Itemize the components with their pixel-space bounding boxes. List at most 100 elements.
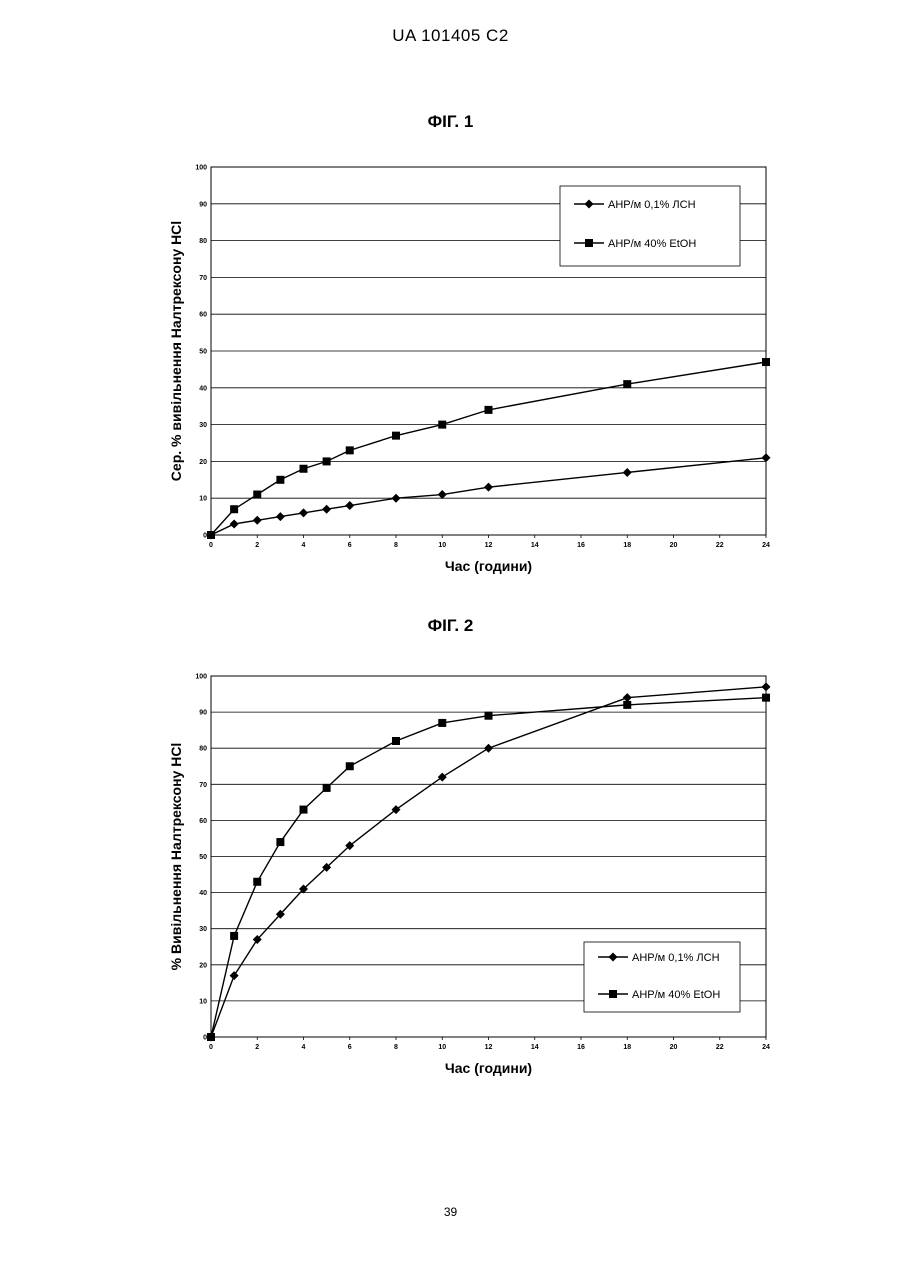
page-number: 39 (0, 1205, 901, 1219)
series-1 (207, 453, 771, 539)
legend-label: AHP/м 0,1% ЛСН (608, 199, 696, 211)
x-tick-label: 4 (302, 542, 306, 549)
data-point (253, 878, 261, 886)
x-tick-label: 0 (209, 1044, 213, 1051)
figure-1-chart: 0102030405060708090100024681012141618202… (0, 150, 901, 590)
data-point (346, 762, 354, 770)
y-tick-label: 70 (199, 275, 207, 282)
data-point (623, 701, 631, 709)
x-tick-label: 14 (531, 1044, 539, 1051)
legend-marker (609, 990, 617, 998)
x-tick-label: 8 (394, 542, 398, 549)
y-tick-label: 0 (203, 1035, 207, 1042)
data-point (207, 1033, 215, 1041)
data-point (253, 491, 261, 499)
data-point (485, 712, 493, 720)
y-axis-label: Сер. % вивільнення Налтрексону HCl (168, 221, 184, 481)
y-tick-label: 60 (199, 818, 207, 825)
data-point (762, 453, 771, 462)
data-point (623, 693, 632, 702)
data-point (230, 932, 238, 940)
data-point (762, 358, 770, 366)
data-point (253, 516, 262, 525)
x-tick-label: 16 (577, 1044, 585, 1051)
y-tick-label: 50 (199, 349, 207, 356)
data-point (392, 737, 400, 745)
x-tick-label: 6 (348, 1044, 352, 1051)
data-point (230, 519, 239, 528)
data-point (623, 380, 631, 388)
series-line (211, 458, 766, 535)
data-point (276, 512, 285, 521)
y-tick-label: 0 (203, 533, 207, 540)
data-point (392, 432, 400, 440)
data-point (207, 531, 215, 539)
data-point (299, 508, 308, 517)
figure-2-title: ФІГ. 2 (0, 616, 901, 636)
data-point (762, 694, 770, 702)
data-point (392, 494, 401, 503)
x-tick-label: 6 (348, 542, 352, 549)
y-tick-label: 100 (195, 674, 207, 681)
data-point (322, 505, 331, 514)
data-point (346, 446, 354, 454)
data-point (230, 505, 238, 513)
data-point (623, 468, 632, 477)
y-tick-label: 40 (199, 890, 207, 897)
y-tick-label: 10 (199, 998, 207, 1005)
y-tick-label: 30 (199, 926, 207, 933)
x-tick-label: 18 (623, 1044, 631, 1051)
x-tick-label: 2 (255, 542, 259, 549)
x-tick-label: 18 (623, 542, 631, 549)
legend-label: AHP/м 0,1% ЛСН (632, 952, 720, 964)
data-point (438, 421, 446, 429)
x-tick-label: 10 (438, 1044, 446, 1051)
y-tick-label: 20 (199, 459, 207, 466)
x-tick-label: 12 (485, 1044, 493, 1051)
y-axis-label: % Вивільнення Налтрексону HCl (168, 743, 184, 971)
legend-label: AHP/м 40% EtOH (632, 989, 720, 1001)
document-header: UA 101405 C2 (0, 26, 901, 46)
x-tick-label: 16 (577, 542, 585, 549)
x-tick-label: 10 (438, 542, 446, 549)
x-tick-label: 2 (255, 1044, 259, 1051)
legend-marker (585, 239, 593, 247)
data-point (438, 490, 447, 499)
legend-label: AHP/м 40% EtOH (608, 238, 696, 250)
y-tick-label: 100 (195, 165, 207, 172)
figure-1-title: ФІГ. 1 (0, 112, 901, 132)
data-point (484, 483, 493, 492)
x-axis-label: Час (години) (445, 1060, 532, 1076)
legend-box (560, 186, 740, 266)
x-tick-label: 20 (670, 1044, 678, 1051)
data-point (345, 501, 354, 510)
x-tick-label: 8 (394, 1044, 398, 1051)
x-tick-label: 22 (716, 542, 724, 549)
y-tick-label: 10 (199, 496, 207, 503)
series-2 (207, 358, 770, 539)
y-tick-label: 20 (199, 962, 207, 969)
x-tick-label: 12 (485, 542, 493, 549)
y-tick-label: 90 (199, 710, 207, 717)
y-tick-label: 40 (199, 385, 207, 392)
y-tick-label: 60 (199, 312, 207, 319)
data-point (438, 773, 447, 782)
x-tick-label: 24 (762, 542, 770, 549)
x-tick-label: 14 (531, 542, 539, 549)
data-point (300, 806, 308, 814)
data-point (323, 457, 331, 465)
figure-2-chart: 0102030405060708090100024681012141618202… (0, 658, 901, 1098)
y-tick-label: 30 (199, 422, 207, 429)
x-tick-label: 24 (762, 1044, 770, 1051)
x-tick-label: 20 (670, 542, 678, 549)
data-point (762, 682, 771, 691)
data-point (484, 744, 493, 753)
data-point (323, 784, 331, 792)
data-point (438, 719, 446, 727)
x-tick-label: 4 (302, 1044, 306, 1051)
data-point (485, 406, 493, 414)
data-point (230, 971, 239, 980)
x-axis-label: Час (години) (445, 558, 532, 574)
y-tick-label: 90 (199, 201, 207, 208)
x-tick-label: 0 (209, 542, 213, 549)
